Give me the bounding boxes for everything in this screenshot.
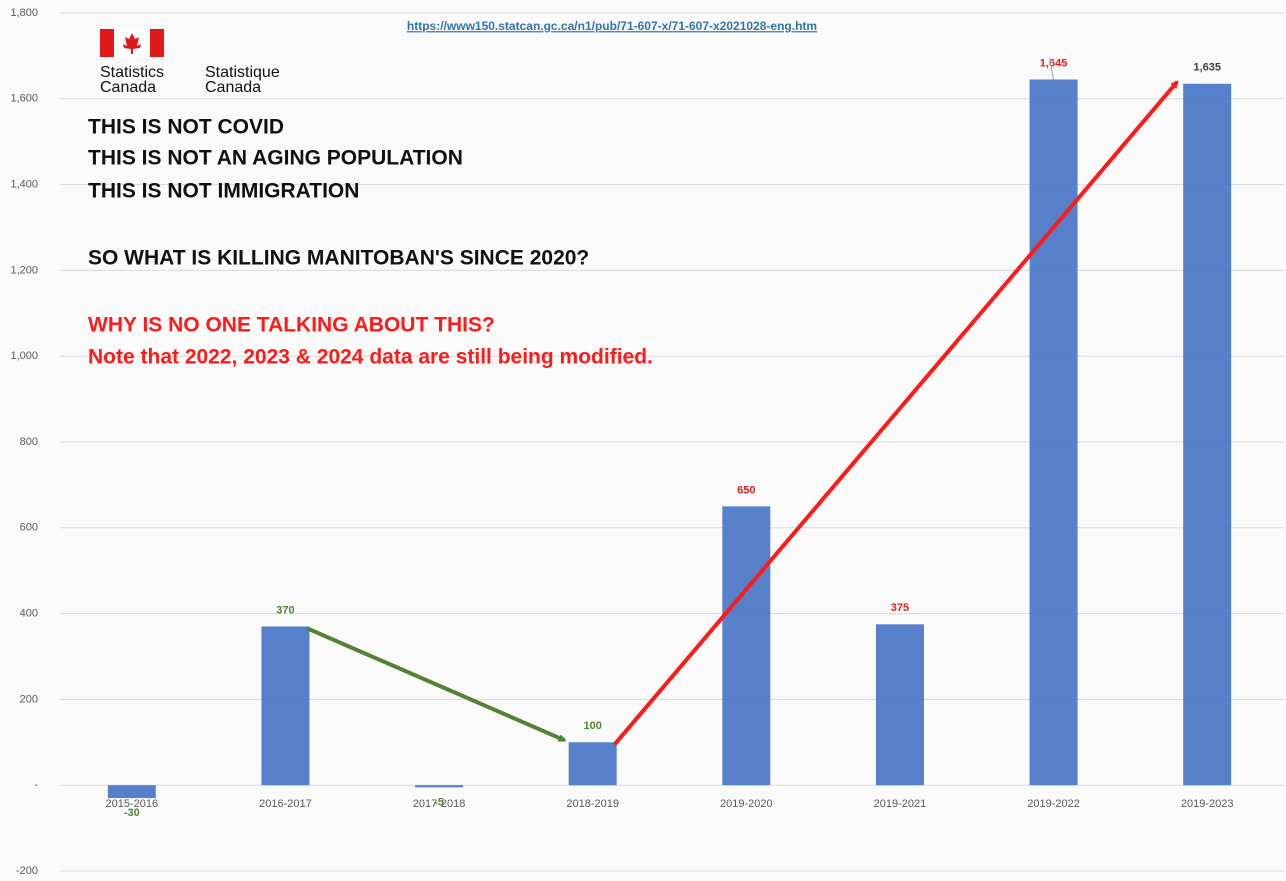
leader-line <box>1049 57 1055 80</box>
trend-arrow <box>306 626 567 743</box>
bar <box>415 785 464 788</box>
x-tick-label: 2016-2017 <box>259 798 312 810</box>
y-tick-label: 600 <box>20 522 38 534</box>
flag-bar <box>100 29 114 57</box>
bar <box>1029 79 1078 786</box>
bar <box>568 742 617 786</box>
x-tick-label: 2019-2022 <box>1027 798 1080 810</box>
bar <box>261 626 310 786</box>
data-label: -30 <box>124 807 140 819</box>
flag-bar <box>150 29 164 57</box>
y-tick-label: -200 <box>16 865 38 877</box>
note: THIS IS NOT COVID <box>88 116 284 139</box>
x-tick-label: 2019-2020 <box>720 798 773 810</box>
y-tick-label: 1,200 <box>10 264 38 276</box>
x-tick-label: 2017-2018 <box>413 798 466 810</box>
logo-text: Canada <box>205 79 261 96</box>
logo-text: Statistique <box>205 64 280 81</box>
data-label: 100 <box>584 720 602 732</box>
data-label: 375 <box>891 602 909 614</box>
x-tick-label: 2019-2021 <box>874 798 927 810</box>
y-tick-label: 1,600 <box>10 93 38 105</box>
logo-text: Canada <box>100 79 156 96</box>
note: SO WHAT IS KILLING MANITOBAN'S SINCE 202… <box>88 247 589 270</box>
logo: Statistics Canada Statistique Canada <box>100 29 280 96</box>
bar <box>1183 83 1232 786</box>
x-tick-label: 2019-2023 <box>1181 798 1234 810</box>
logo-text: Statistics <box>100 64 164 81</box>
y-tick-label: 800 <box>20 436 38 448</box>
note: THIS IS NOT AN AGING POPULATION <box>88 147 463 170</box>
data-label: 1,645 <box>1040 57 1068 69</box>
y-tick-label: 1,000 <box>10 350 38 362</box>
note: WHY IS NO ONE TALKING ABOUT THIS? <box>88 314 495 337</box>
y-tick-label: 1,400 <box>10 179 38 191</box>
source-link[interactable]: https://www150.statcan.gc.ca/n1/pub/71-6… <box>407 19 817 33</box>
note: THIS IS NOT IMMIGRATION <box>88 180 359 203</box>
bar <box>722 506 771 786</box>
x-tick-label: 2018-2019 <box>566 798 619 810</box>
data-label: 1,635 <box>1193 62 1221 74</box>
x-tick-label: 2015-2016 <box>106 798 159 810</box>
note: Note that 2022, 2023 & 2024 data are sti… <box>88 346 653 369</box>
bar <box>875 624 924 786</box>
data-label: -5 <box>434 796 444 808</box>
y-tick-label: 400 <box>20 608 38 620</box>
data-label: 370 <box>276 604 294 616</box>
data-label: 650 <box>737 484 755 496</box>
maple-leaf <box>123 33 141 54</box>
y-tick-label: 1,800 <box>10 7 38 19</box>
y-tick-label: - <box>34 779 38 791</box>
trend-arrow <box>613 80 1179 746</box>
bar <box>107 785 156 799</box>
y-tick-label: 200 <box>20 693 38 705</box>
